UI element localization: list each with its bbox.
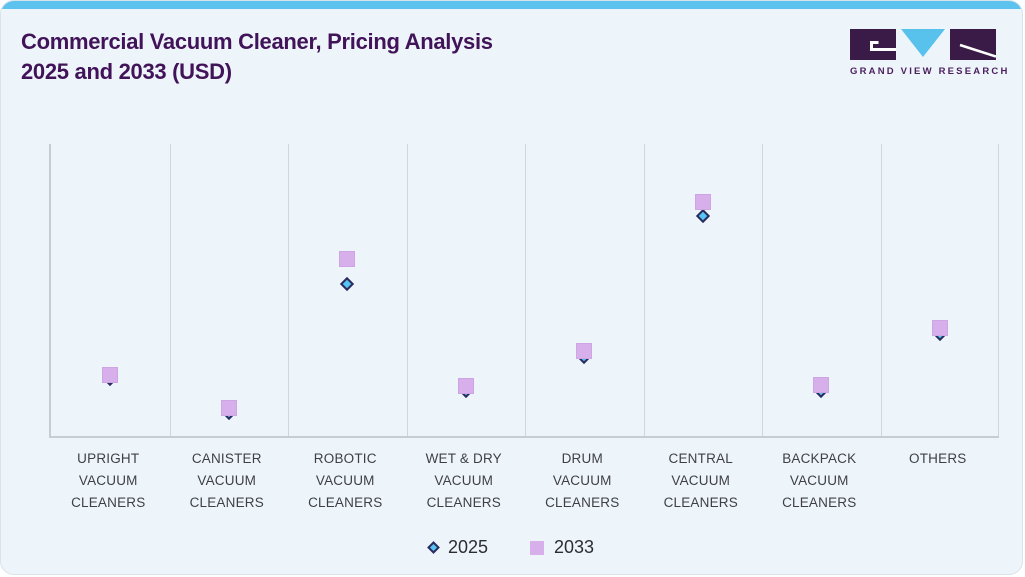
category-label: CENTRAL VACUUM CLEANERS [663, 451, 738, 510]
gridline [643, 144, 645, 436]
brand-logo: GRAND VIEW RESEARCH [850, 29, 1010, 77]
legend-label-2025: 2025 [447, 537, 488, 557]
gridline [288, 144, 289, 436]
category-label: UPRIGHT VACUUM CLEANERS [71, 451, 146, 510]
marker-2033-3 [339, 251, 356, 268]
page-title-line2: 2025 and 2033 (USD) [21, 59, 232, 84]
top-accent-bar [1, 1, 1022, 9]
category-label: DRUM VACUUM CLEANERS [545, 451, 620, 510]
marker-2033-1 [102, 366, 119, 383]
logo-v-triangle-icon [901, 29, 945, 57]
brand-name: GRAND VIEW RESEARCH [850, 66, 1010, 77]
plot-area [49, 144, 999, 438]
marker-2033-5 [576, 343, 593, 360]
marker-2033-8 [931, 319, 948, 336]
gridline [762, 144, 763, 436]
marker-2025-3 [340, 277, 355, 292]
gridline [525, 144, 526, 436]
category-label: OTHERS [909, 451, 967, 466]
legend: 2025 2033 [1, 537, 1022, 558]
marker-2025-6 [695, 208, 710, 223]
page-title: Commercial Vacuum Cleaner, Pricing Analy… [21, 27, 721, 87]
marker-2033-4 [457, 378, 474, 395]
gridline [169, 144, 171, 436]
x-axis-labels: UPRIGHT VACUUM CLEANERS CANISTER VACUUM CLEAN… [49, 448, 997, 514]
category-label: ROBOTIC VACUUM CLEANERS [308, 451, 383, 510]
gridline [880, 144, 882, 436]
legend-item-2033: 2033 [530, 537, 594, 558]
category-label: WET & DRY VACUUM CLEANERS [425, 451, 502, 510]
legend-item-2025: 2025 [427, 537, 488, 558]
marker-2033-2 [220, 400, 237, 417]
gridline [998, 144, 999, 436]
page-title-line1: Commercial Vacuum Cleaner, Pricing Analy… [21, 29, 493, 54]
diamond-icon [427, 541, 440, 554]
gvr-logo-icon [850, 29, 996, 60]
marker-2033-7 [813, 376, 830, 393]
category-label: CANISTER VACUUM CLEANERS [189, 451, 264, 510]
gridline [406, 144, 408, 436]
square-icon [530, 540, 544, 555]
legend-label-2033: 2033 [554, 537, 595, 557]
category-label: BACKPACK VACUUM CLEANERS [782, 451, 857, 510]
marker-2033-6 [694, 194, 711, 211]
